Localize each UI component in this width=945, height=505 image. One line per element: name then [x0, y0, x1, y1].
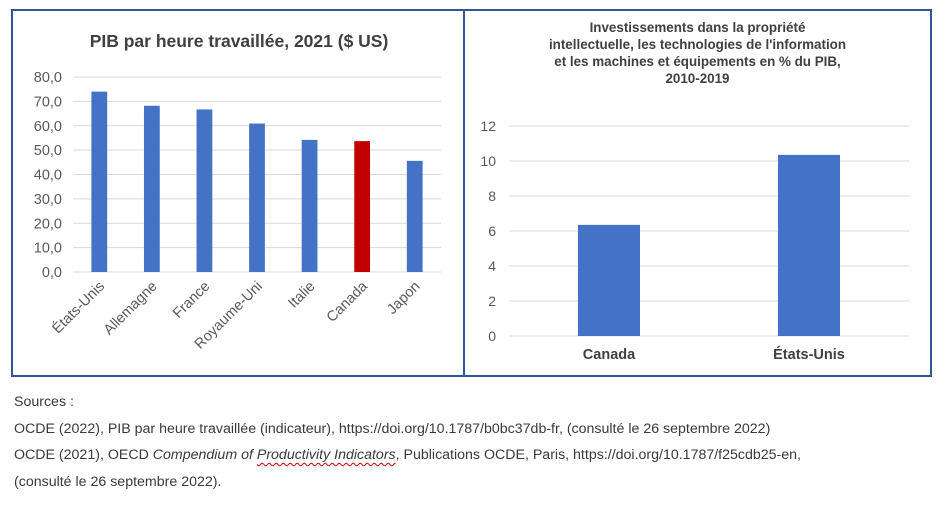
y-tick-label: 10: [480, 153, 496, 169]
bar-chart-investment: 0 2 4 6 8 10 12 Canada États-Unis: [480, 118, 909, 363]
chart-title: PIB par heure travaillée, 2021 ($ US): [89, 31, 389, 51]
bar: [301, 139, 318, 272]
sources-heading: Sources :: [14, 394, 74, 410]
bar-chart-gdp-per-hour: 0,0 10,0 20,0 30,0 40,0 50,0 60,0 70,0 80,0 États…: [34, 70, 441, 353]
y-tick-label: 2: [488, 293, 496, 309]
y-tick-label: 40,0: [34, 168, 62, 184]
x-tick-label: Japon: [384, 279, 423, 318]
source-line: OCDE (2021), OECD Compendium of Producti…: [14, 442, 939, 469]
y-tick-label: 12: [480, 118, 496, 134]
y-tick-label: 8: [488, 188, 496, 204]
bar: [578, 224, 640, 336]
bar: [778, 154, 840, 336]
source-text: OCDE (2021), OECD: [14, 447, 153, 463]
x-tick-label: États-Unis: [49, 278, 108, 337]
x-tick-label: France: [170, 279, 213, 322]
sources-block: Sources : OCDE (2022), PIB par heure tra…: [14, 389, 939, 495]
y-tick-label: 10,0: [34, 241, 62, 257]
x-tick-label: Italie: [285, 279, 318, 312]
y-tick-label: 0,0: [42, 265, 62, 281]
y-tick-label: 4: [488, 258, 496, 274]
chart-title-line: 2010-2019: [665, 71, 730, 86]
chart-title-line: intellectuelle, les technologies de l'in…: [548, 37, 847, 52]
chart-title-line: Investissements dans la propriété: [589, 20, 806, 35]
source-italic-text: Compendium of: [152, 447, 257, 463]
y-tick-label: 0: [488, 328, 496, 344]
y-tick-label: 80,0: [34, 70, 62, 86]
y-tick-label: 20,0: [34, 216, 62, 232]
source-text: , Publications OCDE, Paris, https://doi.…: [395, 447, 802, 463]
bar: [249, 123, 265, 273]
chart-title: Investissements dans la propriété intell…: [465, 19, 930, 87]
y-tick-label: 50,0: [34, 143, 62, 159]
y-tick-label: 70,0: [34, 94, 62, 110]
bar: [196, 109, 213, 272]
source-line: (consulté le 26 septembre 2022).: [14, 473, 222, 490]
source-italic-underlined-text: Productivity Indicators: [256, 447, 396, 463]
bar: [91, 91, 108, 272]
chart-panel-gdp-per-hour: PIB par heure travaillée, 2021 ($ US) 0,…: [11, 9, 465, 377]
y-tick-label: 60,0: [34, 119, 62, 135]
source-line: OCDE (2022), PIB par heure travaillée (i…: [14, 420, 771, 437]
x-tick-label: Allemagne: [101, 279, 161, 339]
bar: [406, 160, 423, 272]
bar: [143, 105, 160, 272]
x-tick-label: Canada: [324, 278, 372, 326]
bar: [354, 141, 371, 272]
x-tick-label: États-Unis: [773, 346, 845, 363]
y-tick-label: 30,0: [34, 192, 62, 208]
x-tick-label: Canada: [583, 347, 636, 363]
y-tick-label: 6: [488, 223, 496, 239]
chart-title-line: et les machines et équipements en % du P…: [554, 54, 841, 69]
chart-panel-investment: Investissements dans la propriété intell…: [463, 9, 932, 377]
